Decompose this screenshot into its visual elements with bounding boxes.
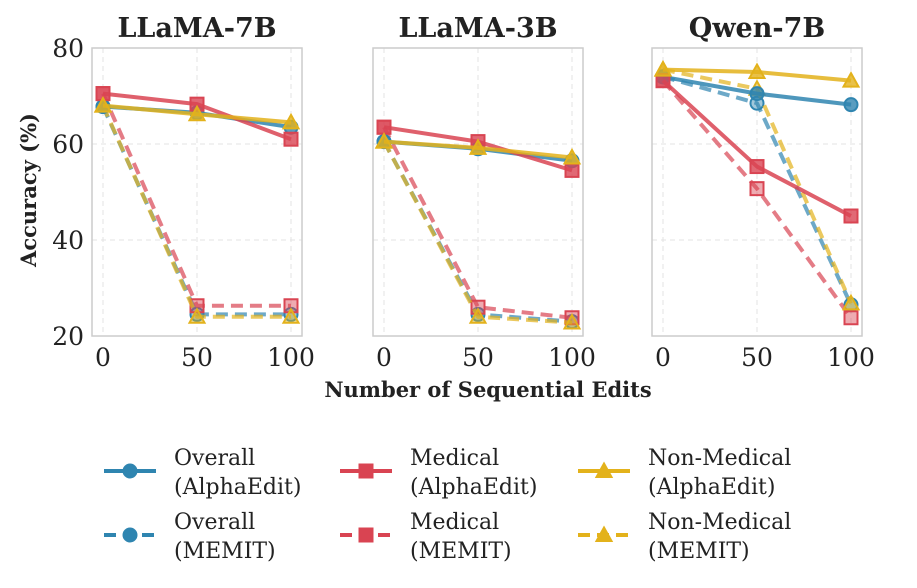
data-point [283,298,299,314]
data-point [564,162,580,178]
legend: Overall(AlphaEdit)Medical(AlphaEdit)Non-… [104,446,791,564]
panel-frame [91,47,303,337]
data-point [187,307,207,324]
x-tick-label: 100 [548,343,596,372]
series-medical-alpha [655,73,859,224]
legend-marker [122,463,138,479]
data-point [843,310,859,326]
data-point [468,138,488,155]
panel-title: LLaMA-3B [398,13,557,44]
series-line [101,104,291,319]
panel-frame [372,47,584,337]
x-tick-label: 100 [267,343,315,372]
x-tick-label: 0 [95,343,111,372]
legend-item-nonmedical-memit: Non-Medical (MEMIT) [578,510,791,564]
data-point [749,181,765,197]
series-nonmedical-alpha [374,132,582,165]
data-point [374,132,394,149]
legend-label-line2: (MEMIT) [174,539,276,564]
data-point [283,131,299,147]
panel-frame [651,47,863,337]
data-point [843,97,859,113]
data-point [562,313,582,330]
series-nonmedical-alpha [93,96,301,130]
legend-marker [358,463,374,479]
y-tick-label: 80 [52,34,84,63]
data-point [281,307,301,324]
legend-label-line1: Non-Medical [648,446,791,471]
x-tick-label: 0 [376,343,392,372]
data-point [376,119,392,135]
x-axis-label: Number of Sequential Edits [324,377,651,402]
y-tick-label: 20 [52,322,84,351]
y-tick-label: 40 [52,226,84,255]
x-tick-label: 50 [181,343,213,372]
series-nonmedical-alpha [653,60,861,88]
series-line [382,140,573,325]
legend-marker [122,527,138,543]
legend-label-line1: Medical [410,446,499,471]
panel-1: LLaMA-7B 0 50 100 20 40 60 80 [52,13,315,372]
legend-label-line2: (AlphaEdit) [410,475,537,500]
legend-marker [594,461,614,478]
data-point [747,62,767,79]
data-point [653,60,673,77]
legend-label-line1: Non-Medical [648,510,791,535]
data-point [187,104,207,122]
x-tick-label: 50 [741,343,773,372]
x-tick-label: 0 [655,343,671,372]
data-point [93,96,113,113]
legend-item-medical-alpha: Medical (AlphaEdit) [340,446,537,500]
series-line [382,126,573,320]
series-line [101,92,291,308]
legend-marker [594,525,614,542]
y-axis-label: Accuracy (%) [16,113,41,268]
legend-label-line2: (AlphaEdit) [174,475,301,500]
panel-title: LLaMA-7B [117,13,276,44]
data-point [281,112,301,130]
data-point [841,293,861,311]
legend-label-line2: (MEMIT) [648,539,750,564]
data-point [749,86,765,102]
x-tick-label: 100 [827,343,875,372]
panel-2: LLaMA-3B 0 50 100 [372,13,596,372]
y-tick-label: 60 [52,130,84,159]
legend-label-line2: (MEMIT) [410,539,512,564]
legend-item-nonmedical-alpha: Non-Medical (AlphaEdit) [578,446,791,500]
data-point [468,307,488,324]
panel-title: Qwen-7B [689,13,825,44]
data-point [749,159,765,175]
legend-item-medical-memit: Medical (MEMIT) [340,510,512,564]
data-point [562,147,582,165]
legend-item-overall-memit: Overall (MEMIT) [104,510,276,564]
legend-label-line1: Overall [174,510,255,535]
x-tick-label: 50 [462,343,494,372]
legend-label-line1: Medical [410,510,499,535]
legend-label-line1: Overall [174,446,255,471]
series-line [662,74,853,306]
legend-marker [358,527,374,543]
legend-label-line2: (AlphaEdit) [648,475,775,500]
panel-3: Qwen-7B 0 50 100 [651,13,875,372]
series-line [661,79,853,319]
legend-item-overall-alpha: Overall (AlphaEdit) [104,446,301,500]
data-point [841,71,861,88]
series-medical-alpha [95,86,299,147]
data-point [843,208,859,224]
